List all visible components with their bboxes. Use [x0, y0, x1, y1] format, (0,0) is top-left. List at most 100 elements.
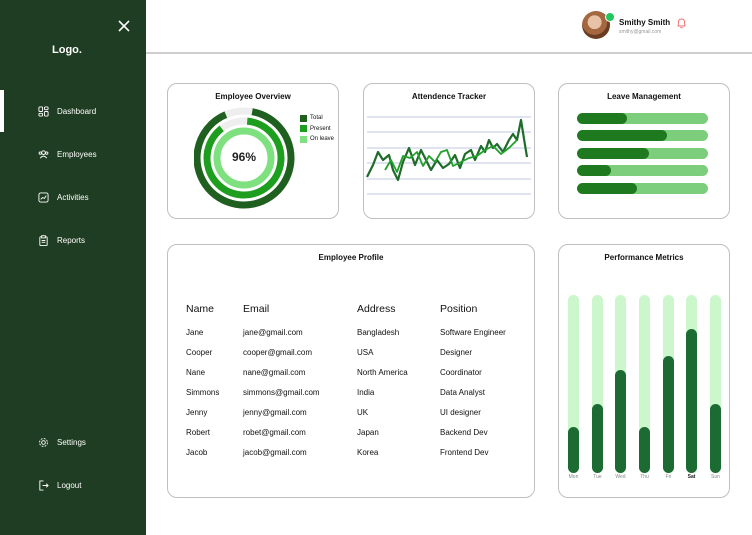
sidebar-item-dashboard[interactable]: Dashboard [38, 106, 96, 117]
sidebar-item-activities[interactable]: Activities [38, 192, 89, 203]
sidebar-item-label: Logout [57, 481, 82, 490]
table-cell: Bangladesh [357, 327, 400, 337]
sidebar-item-label: Dashboard [57, 107, 97, 116]
user-name: Smithy Smith [619, 18, 671, 27]
leave-progress-fill [577, 113, 627, 124]
day-label: Wed [615, 474, 626, 480]
legend-swatch [300, 125, 307, 133]
column-header[interactable]: Name [186, 303, 215, 315]
card-title: Leave Management [607, 92, 681, 101]
leave-progress-bar [577, 148, 708, 159]
table-cell: Cooper [186, 347, 213, 357]
sidebar-item-label: Reports [57, 236, 86, 245]
column-header[interactable]: Position [440, 303, 478, 315]
day-label: Mon [568, 474, 579, 480]
leave-progress-bar [577, 165, 708, 176]
legend-label: On leave [310, 136, 335, 143]
table-cell: simmons@gmail.com [243, 387, 320, 397]
leave-progress-bar [577, 113, 708, 124]
table-row[interactable]: Robert robet@gmail.com Japan Backend Dev [186, 422, 530, 442]
table-cell: UI designer [440, 407, 481, 417]
legend-label: Present [310, 125, 331, 132]
performance-bar [710, 403, 721, 473]
legend-item-present: Present [300, 124, 334, 135]
performance-bar [639, 426, 650, 473]
bell-icon[interactable] [676, 17, 687, 29]
performance-bar [686, 328, 697, 473]
sidebar-item-employees[interactable]: Employees [38, 149, 97, 160]
table-cell: jacob@gmail.com [243, 447, 307, 457]
leave-progress-bar [577, 130, 708, 141]
attendance-percent: 96% [231, 150, 257, 164]
table-cell: Jenny [186, 407, 208, 417]
table-cell: Software Engineer [440, 327, 506, 337]
card-title: Employee Overview [215, 92, 291, 101]
performance-bar [615, 369, 626, 473]
legend-swatch [300, 114, 307, 122]
table-cell: Nane [186, 367, 206, 377]
legend-item-total: Total [300, 113, 334, 124]
day-label: Sun [711, 474, 720, 480]
table-cell: UK [357, 407, 369, 417]
employee-profile-card: Employee Profile [167, 244, 535, 498]
close-icon[interactable] [116, 18, 132, 34]
logo: Logo. [52, 44, 82, 56]
table-cell: Robert [186, 427, 211, 437]
legend-item-on-leave: On leave [300, 134, 334, 145]
table-header-row: Name Email Address Position [186, 302, 530, 322]
sidebar-item-reports[interactable]: Reports [38, 235, 85, 246]
logout-icon [39, 480, 49, 491]
performance-bar-track [686, 295, 697, 473]
performance-bar [663, 355, 674, 473]
leave-progress-fill [577, 148, 650, 159]
legend-swatch [300, 135, 307, 143]
table-cell: Jane [186, 327, 204, 337]
table-cell: Frontend Dev [440, 447, 489, 457]
leave-progress-fill [577, 165, 612, 176]
performance-bar-track [710, 295, 721, 473]
table-row[interactable]: Jacob jacob@gmail.com Korea Frontend Dev [186, 442, 530, 462]
card-title: Attendence Tracker [411, 92, 487, 101]
table-cell: nane@gmail.com [243, 367, 306, 377]
table-row[interactable]: Cooper cooper@gmail.com USA Designer [186, 342, 530, 362]
leave-progress-bar [577, 183, 708, 194]
column-header[interactable]: Address [357, 303, 396, 315]
day-label: Sat [687, 474, 696, 480]
clipboard-icon [39, 235, 48, 246]
dashboard-icon [38, 106, 49, 117]
attendance-line-chart [366, 116, 531, 195]
employee-table: Name Email Address Position Jane jane@gma… [186, 302, 530, 462]
performance-bar-track [615, 295, 626, 473]
table-row[interactable]: Simmons simmons@gmail.com India Data Analys… [186, 382, 530, 402]
sidebar-item-settings[interactable]: Settings [38, 437, 86, 448]
table-row[interactable]: Jenny jenny@gmail.com UK UI designer [186, 402, 530, 422]
performance-bar [592, 403, 603, 473]
table-cell: Designer [440, 347, 473, 357]
table-cell: cooper@gmail.com [243, 347, 313, 357]
user-email: smithy@gmail.com [619, 29, 662, 35]
sidebar-item-label: Employees [57, 150, 97, 159]
sidebar-item-label: Activities [57, 193, 89, 202]
card-title: Employee Profile [318, 253, 384, 262]
table-cell: Korea [357, 447, 379, 457]
table-cell: robet@gmail.com [243, 427, 306, 437]
leave-progress-fill [577, 183, 638, 194]
legend-label: Total [310, 115, 323, 122]
table-cell: Jacob [186, 447, 208, 457]
table-cell: Data Analyst [440, 387, 485, 397]
users-icon [38, 150, 49, 159]
card-title: Performance Metrics [604, 253, 684, 262]
online-status-dot [605, 12, 615, 22]
performance-bar [568, 426, 579, 473]
table-cell: jenny@gmail.com [243, 407, 307, 417]
overview-donut-chart [194, 107, 295, 209]
column-header[interactable]: Email [243, 303, 270, 315]
table-row[interactable]: Nane nane@gmail.com North America Coordinat… [186, 362, 530, 382]
table-cell: USA [357, 347, 374, 357]
day-label: Fri [665, 474, 672, 480]
performance-bar-track [639, 295, 650, 473]
table-row[interactable]: Jane jane@gmail.com Bangladesh Software Eng… [186, 322, 530, 342]
sidebar-item-logout[interactable]: Logout [38, 480, 81, 491]
overview-legend: Total Present On leave [300, 113, 334, 145]
table-cell: Japan [357, 427, 379, 437]
